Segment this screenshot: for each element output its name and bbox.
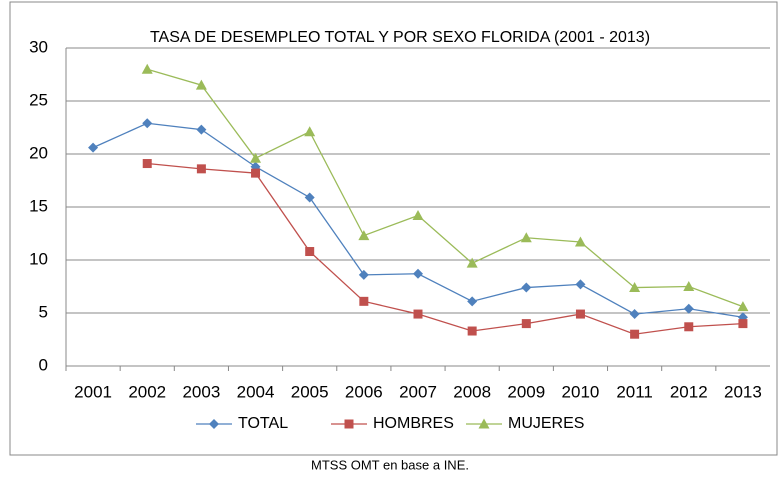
marker [358,230,370,241]
marker [209,419,219,429]
marker [574,236,586,247]
marker [575,309,585,319]
legend-label: HOMBRES [373,415,454,432]
marker [88,142,99,153]
marker [413,268,423,279]
x-tick-label: 2004 [237,382,275,401]
marker [305,247,315,257]
x-tick-label: 2003 [182,382,220,401]
marker [412,209,424,220]
marker [738,319,748,329]
marker [196,164,206,174]
marker [683,281,695,291]
marker [142,118,153,129]
marker [413,309,423,319]
marker [195,79,207,90]
x-tick-label: 2001 [74,382,112,401]
marker [467,326,477,336]
y-tick-label: 5 [39,302,48,321]
x-tick-label: 2009 [507,382,545,401]
marker [251,168,261,178]
y-tick-label: 0 [39,355,48,374]
y-tick-label: 30 [29,37,48,56]
y-tick-label: 25 [29,90,48,109]
marker [304,126,316,137]
legend-label: MUJERES [508,415,584,432]
marker [359,296,369,306]
series-line [147,68,744,308]
marker [737,301,749,312]
x-tick-label: 2005 [291,382,329,401]
marker [683,303,694,314]
marker [521,319,531,329]
marker [629,309,640,320]
x-tick-label: 2007 [399,382,437,401]
chart-title: TASA DE DESEMPLEO TOTAL Y POR SEXO FLORI… [150,29,650,46]
legend-label: TOTAL [238,415,288,432]
x-tick-label: 2002 [128,382,166,401]
marker [142,159,152,169]
x-tick-label: 2006 [345,382,383,401]
y-tick-label: 20 [29,143,48,162]
marker [629,282,641,293]
x-tick-label: 2010 [562,382,600,401]
x-tick-label: 2008 [453,382,491,401]
marker [250,152,262,163]
marker [575,279,586,290]
x-tick-label: 2012 [670,382,708,401]
marker [467,296,478,307]
marker [478,418,490,429]
marker [304,192,315,203]
chart-border [9,1,778,456]
marker [141,63,153,74]
marker [344,419,354,429]
source: MTSS OMT en base a INE. [311,457,469,472]
x-tick-label: 2013 [724,382,762,401]
y-tick-label: 10 [29,249,48,268]
marker [521,282,532,293]
marker [684,322,694,332]
y-tick-label: 15 [29,196,48,215]
marker [630,329,640,339]
marker [196,124,207,135]
series-line [147,162,743,335]
marker [358,269,369,280]
marker [466,257,478,268]
marker [520,232,532,243]
x-tick-label: 2011 [616,382,653,401]
